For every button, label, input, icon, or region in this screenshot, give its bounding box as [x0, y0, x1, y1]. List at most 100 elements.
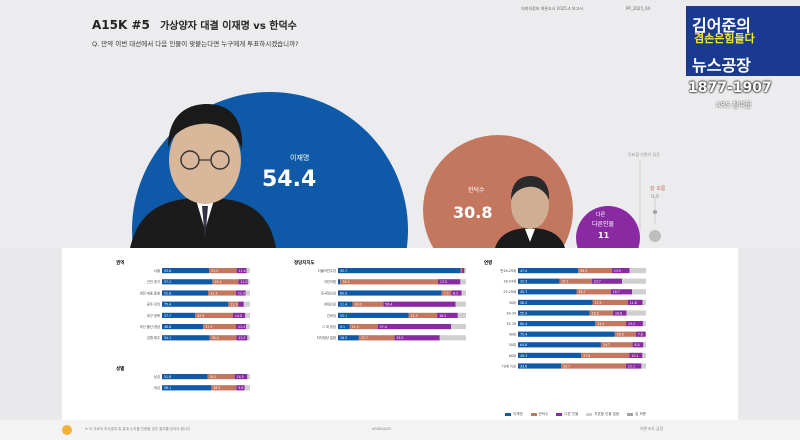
bar-segment: [518, 352, 582, 358]
bar-segment: [451, 290, 462, 296]
category-label: 더불어민주당: [318, 268, 336, 273]
bar-segment: [212, 279, 239, 285]
bar-remainder: [461, 290, 466, 296]
bar-remainder: [455, 301, 466, 307]
data-label: 57.4: [380, 325, 387, 329]
bar-segment: [611, 268, 630, 274]
legend-item-other: 다른 인물: [556, 412, 578, 417]
bar-segment: [518, 310, 590, 316]
category-label: 40대: [509, 332, 516, 337]
label-lee: 이재명: [290, 153, 309, 162]
data-label: 11.4: [340, 303, 347, 307]
data-label: 10.6: [615, 311, 622, 315]
category-label: 25-29세: [503, 289, 516, 294]
data-label: 28.3: [213, 386, 220, 390]
bar-remainder: [464, 268, 466, 274]
bar-remainder: [629, 268, 646, 274]
data-label: 52.6: [164, 291, 171, 295]
category-label: 50대: [509, 342, 516, 347]
data-label: 14.0: [235, 314, 242, 318]
logo-line3: 뉴스공장: [692, 56, 751, 75]
bar-segment: [232, 312, 246, 318]
bar-segment: [338, 268, 461, 274]
bar-segment: [162, 324, 204, 330]
label-han: 한덕수: [468, 187, 485, 194]
panel-title: 성별: [116, 365, 124, 372]
data-label: 35.5: [396, 336, 403, 340]
bar-segment: [162, 385, 212, 391]
data-label: 11.3: [230, 303, 237, 307]
data-label: 30.7: [210, 375, 217, 379]
bar-remainder: [632, 289, 646, 295]
footer-logo-icon: [62, 425, 72, 435]
bar-segment: [600, 342, 633, 348]
bar-segment: [518, 299, 593, 305]
bar-segment: [394, 335, 440, 341]
phone-number: 1877-1907: [688, 80, 772, 96]
category-label: 60대: [509, 353, 516, 358]
footer-note: ※ 이 자료의 조사결과 및 통계 수치를 인용할 경우 출처를 밝혀야 합니다: [85, 427, 191, 431]
bar-segment: [338, 312, 409, 318]
bar-remainder: [451, 324, 466, 330]
data-label: 75.4: [520, 333, 527, 337]
bar-segment: [234, 374, 248, 380]
bubble-chart: 이재명 54.4 한덕수 30.8 다른 다른인물 11 투표할 인물이 없음 …: [130, 92, 666, 248]
data-label: 45.7: [520, 290, 527, 294]
bar-segment: [626, 321, 643, 327]
bar-segment: [561, 363, 626, 369]
data-label: 24.0: [355, 303, 362, 307]
data-label: 37.7: [164, 314, 171, 318]
data-label: 55.9: [520, 311, 527, 315]
label-none: 투표할 인물이 없음: [628, 151, 660, 157]
value-dontknow: 0.9: [651, 194, 659, 200]
data-label: 10.1: [631, 354, 638, 358]
category-label: 진보당: [327, 313, 336, 318]
category-label: 18-24세: [503, 279, 516, 284]
data-label: 37.3: [205, 325, 212, 329]
bar-segment: [518, 342, 601, 348]
data-label: 58.2: [520, 301, 527, 305]
footer-center: ARSBADGE: [372, 427, 392, 431]
bar-segment: [635, 331, 646, 337]
label-other: 다른인물: [592, 220, 615, 228]
data-label: 50.7: [563, 364, 570, 368]
panel-title: 권역: [116, 259, 124, 266]
data-label: 9.6: [238, 386, 243, 390]
data-label: 16.6: [617, 333, 624, 337]
bar-segment: [377, 324, 452, 330]
bar-remainder: [247, 335, 250, 341]
bar-remainder: [626, 310, 646, 316]
data-label: 16.2: [439, 314, 446, 318]
data-label: 80.9: [340, 291, 347, 295]
category-label: 남성: [154, 374, 160, 379]
data-label: 8.2: [453, 291, 458, 295]
bar-segment: [207, 374, 235, 380]
data-label: 64.8: [520, 343, 527, 347]
data-label: 21.9: [352, 325, 359, 329]
label-dontknow: 잘 모름: [650, 185, 666, 192]
bar-segment: [581, 352, 630, 358]
data-label: 32.5: [520, 280, 527, 284]
data-label: 18.3: [592, 311, 599, 315]
bar-remainder: [457, 312, 466, 318]
bar-remainder: [642, 321, 646, 327]
bar-segment: [358, 335, 395, 341]
bar-segment: [383, 301, 456, 307]
bar-segment: [578, 268, 612, 274]
data-label: 56.4: [385, 303, 392, 307]
bar-segment: [211, 385, 237, 391]
data-label: 26.7: [578, 290, 585, 294]
data-label: 11.0: [240, 280, 247, 284]
data-label: 26.3: [580, 269, 587, 273]
footer-right: 여론조사 공장: [640, 426, 664, 431]
han-portrait: [495, 176, 565, 248]
data-label: 22.3: [411, 314, 418, 318]
chart-legend: 이재명 한덕수 다른 인물 투표할 인물 없음 잘 모름: [505, 412, 646, 417]
data-label: 51.8: [164, 375, 171, 379]
bar-segment: [338, 301, 353, 307]
bar-segment: [518, 289, 577, 295]
logo-line1: 김어준의: [692, 16, 751, 35]
bar-remainder: [246, 324, 250, 330]
bar-segment: [518, 268, 579, 274]
